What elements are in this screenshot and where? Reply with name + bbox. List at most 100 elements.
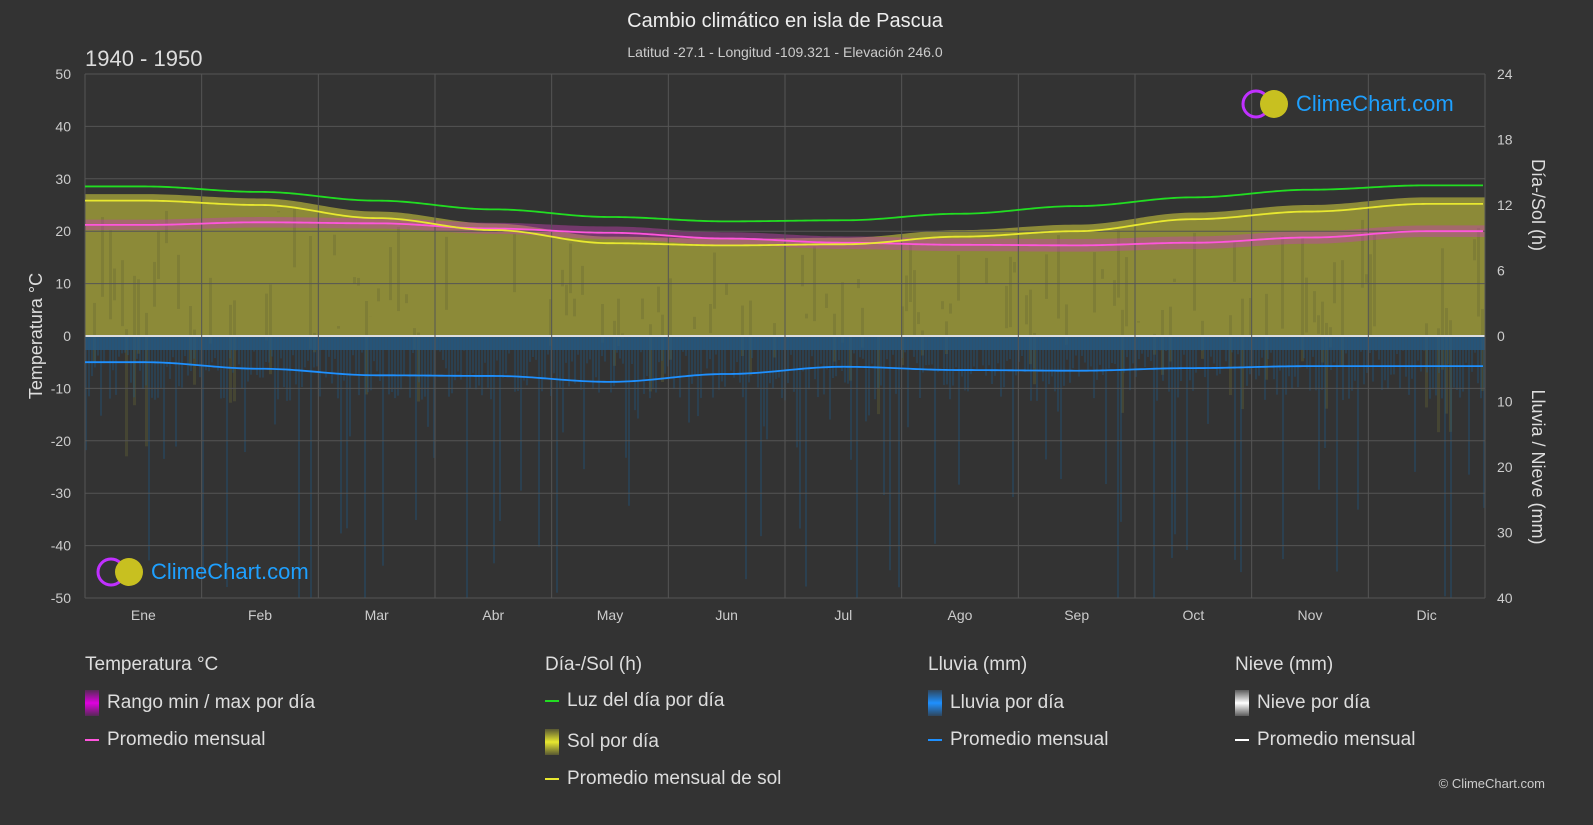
rain-day-bar <box>658 336 660 363</box>
series-line-0 <box>85 221 1483 247</box>
rain-day-bar <box>1033 336 1035 369</box>
rain-day-bar <box>817 336 819 398</box>
rain-day-bar <box>1114 336 1116 364</box>
rain-day-bar <box>469 336 471 389</box>
rain-day-bar <box>655 336 657 393</box>
rain-day-bar <box>1306 336 1308 369</box>
rain-day-bar <box>109 336 111 399</box>
rain-day-bar <box>1258 336 1260 376</box>
rain-day-bar <box>1078 336 1080 377</box>
rain-day-bar <box>349 336 351 437</box>
rain-day-bar <box>793 336 795 392</box>
sunshine-day-bar <box>1249 297 1252 336</box>
rain-day-bar <box>1402 336 1404 351</box>
rain-day-bar <box>1087 336 1089 370</box>
rain-day-bar <box>739 336 741 383</box>
rain-day-bar <box>1123 336 1125 373</box>
rain-day-bar <box>1204 336 1206 378</box>
legend-item: Promedio mensual <box>928 729 1108 751</box>
rain-day-bar <box>1246 336 1248 386</box>
rain-day-bar <box>1369 336 1371 354</box>
series-line-4 <box>85 361 1483 383</box>
rain-day-bar <box>337 336 339 399</box>
rain-day-bar <box>832 336 834 379</box>
sunshine-day-bar <box>801 254 804 287</box>
sunshine-day-bar <box>209 277 212 344</box>
rain-day-bar <box>964 336 966 391</box>
sunshine-day-bar <box>909 244 912 302</box>
rain-day-bar <box>97 336 99 356</box>
rain-day-bar <box>1312 336 1314 357</box>
right-tick-label-hours: 24 <box>1497 66 1513 82</box>
legend-label: Nieve por día <box>1257 692 1371 713</box>
sunshine-day-bar <box>1057 235 1060 319</box>
rain-day-bar <box>1216 336 1218 376</box>
rain-day-bar <box>133 336 135 398</box>
rain-day-bar <box>1126 336 1128 358</box>
rain-day-bar <box>1444 336 1446 597</box>
rain-day-bar <box>775 336 777 380</box>
sunshine-day-bar <box>1477 228 1480 317</box>
rain-day-bar <box>481 336 483 396</box>
rain-day-bar <box>1120 336 1122 522</box>
rain-day-bar <box>91 336 93 377</box>
rain-day-bar <box>1075 336 1077 356</box>
rain-day-bar <box>256 336 258 375</box>
rain-day-bar <box>1426 336 1428 373</box>
rain-day-bar <box>1165 336 1167 351</box>
legend-swatch <box>545 778 559 780</box>
rain-day-bar <box>1357 336 1359 510</box>
rain-day-bar <box>1477 336 1479 384</box>
left-tick-label: -50 <box>51 590 71 606</box>
month-label: Feb <box>248 607 272 623</box>
rain-day-bar <box>1219 336 1221 374</box>
rain-day-bar <box>1279 336 1281 371</box>
rain-day-bar <box>520 336 522 491</box>
month-label: Oct <box>1182 607 1204 623</box>
sunshine-day-bar <box>601 303 604 343</box>
rain-day-bar <box>1288 336 1290 377</box>
rain-day-bar <box>598 336 600 393</box>
rain-day-bar <box>115 336 117 395</box>
left-tick-label: -30 <box>51 485 71 501</box>
rain-day-bar <box>1150 336 1152 362</box>
sunshine-day-bar <box>293 208 296 268</box>
month-label: Ago <box>948 607 973 623</box>
rain-day-bar <box>1084 336 1086 363</box>
rain-day-bar <box>511 336 513 350</box>
rain-day-bar <box>769 336 771 384</box>
rain-day-bar <box>1423 336 1425 351</box>
legend-group-title: Lluvia (mm) <box>928 654 1028 675</box>
rain-day-bar <box>1210 336 1212 357</box>
rain-day-bar <box>736 336 738 363</box>
sunshine-day-bar <box>337 326 340 329</box>
rain-day-bar <box>1027 336 1029 370</box>
sunshine-day-bar <box>641 298 644 320</box>
rain-day-bar <box>532 336 534 358</box>
sunshine-day-bar <box>949 303 952 314</box>
rain-day-bar <box>424 336 426 397</box>
rain-day-bar <box>910 336 912 350</box>
rain-day-bar <box>949 336 951 400</box>
rain-day-bar <box>214 336 216 359</box>
sunshine-day-bar <box>1009 256 1012 328</box>
rain-day-bar <box>451 336 453 394</box>
rain-day-bar <box>673 336 675 390</box>
rain-day-bar <box>1393 336 1395 375</box>
rain-day-bar <box>829 336 831 420</box>
rain-day-bar <box>766 336 768 440</box>
sunshine-day-bar <box>917 312 920 325</box>
rain-day-bar <box>505 336 507 374</box>
sunshine-day-bar <box>693 316 696 330</box>
rain-day-bar <box>733 336 735 378</box>
rain-day-bar <box>577 336 579 355</box>
sunshine-day-bar <box>1093 252 1096 313</box>
rain-day-bar <box>1099 336 1101 365</box>
rain-day-bar <box>1372 336 1374 382</box>
rain-day-bar <box>1375 336 1377 351</box>
rain-day-bar <box>772 336 774 389</box>
rain-day-bar <box>331 336 333 384</box>
rain-day-bar <box>550 336 552 397</box>
rain-day-bar <box>157 336 159 398</box>
legend-label: Sol por día <box>567 731 659 752</box>
